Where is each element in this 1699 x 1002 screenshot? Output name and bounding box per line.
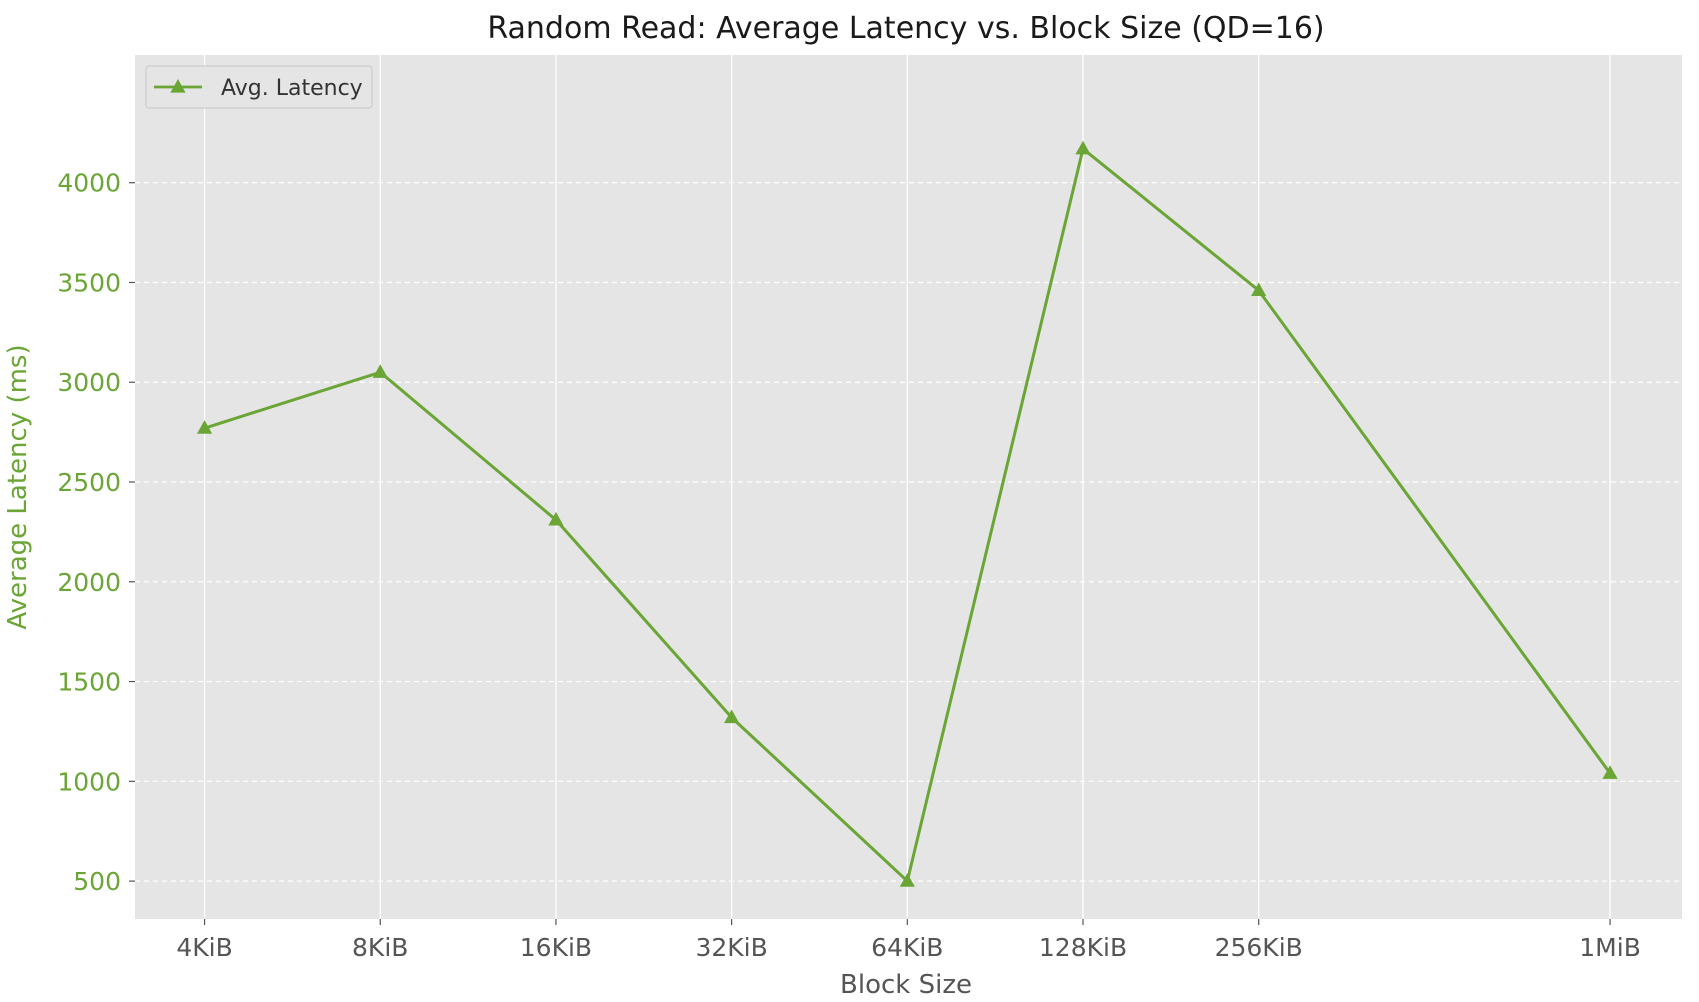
x-tick-label: 4KiB <box>176 933 232 962</box>
plot-area <box>135 55 1682 919</box>
y-tick-label: 4000 <box>57 169 121 198</box>
x-axis-ticks: 4KiB 8KiB 16KiB 32KiB 64KiB 128KiB 256KiB 1MiB <box>176 919 1641 962</box>
data-point-marker <box>196 420 213 434</box>
data-point-marker <box>724 709 740 724</box>
x-tick-label: 64KiB <box>871 933 943 962</box>
y-axis-label: Average Latency (ms) <box>3 344 33 629</box>
x-gridlines <box>203 55 1611 919</box>
series-line <box>204 147 1612 883</box>
data-point-marker <box>899 873 915 887</box>
y-tick-label: 3500 <box>57 268 121 297</box>
x-tick-label: 256KiB <box>1215 933 1303 962</box>
data-point-marker <box>372 364 388 378</box>
x-tick-label: 16KiB <box>520 933 592 962</box>
legend-label: Avg. Latency <box>221 76 363 101</box>
y-tick-label: 2500 <box>57 468 121 497</box>
legend-marker-triangle <box>170 79 186 93</box>
y-tick-label: 3000 <box>57 368 121 397</box>
data-point-marker <box>1251 282 1267 297</box>
y-gridlines <box>135 182 1682 882</box>
y-axis-ticks: 500 1000 1500 2000 2500 3000 3500 4000 <box>57 169 135 896</box>
x-tick-label: 32KiB <box>695 933 767 962</box>
data-point-marker <box>1602 765 1618 779</box>
x-tick-label: 8KiB <box>352 933 408 962</box>
data-point-marker <box>548 511 564 526</box>
legend-box <box>145 65 373 109</box>
x-tick-label: 1MiB <box>1579 933 1641 962</box>
data-point-marker <box>1075 140 1091 155</box>
legend: Avg. Latency <box>145 65 373 109</box>
y-tick-label: 1000 <box>57 767 121 796</box>
x-tick-label: 128KiB <box>1039 933 1127 962</box>
chart-title: Random Read: Average Latency vs. Block S… <box>487 11 1324 46</box>
y-tick-label: 1500 <box>57 668 121 697</box>
series-avg-latency <box>196 140 1618 887</box>
x-axis-label: Block Size <box>840 970 972 1000</box>
y-tick-label: 2000 <box>57 568 121 597</box>
y-tick-label: 500 <box>73 867 121 896</box>
